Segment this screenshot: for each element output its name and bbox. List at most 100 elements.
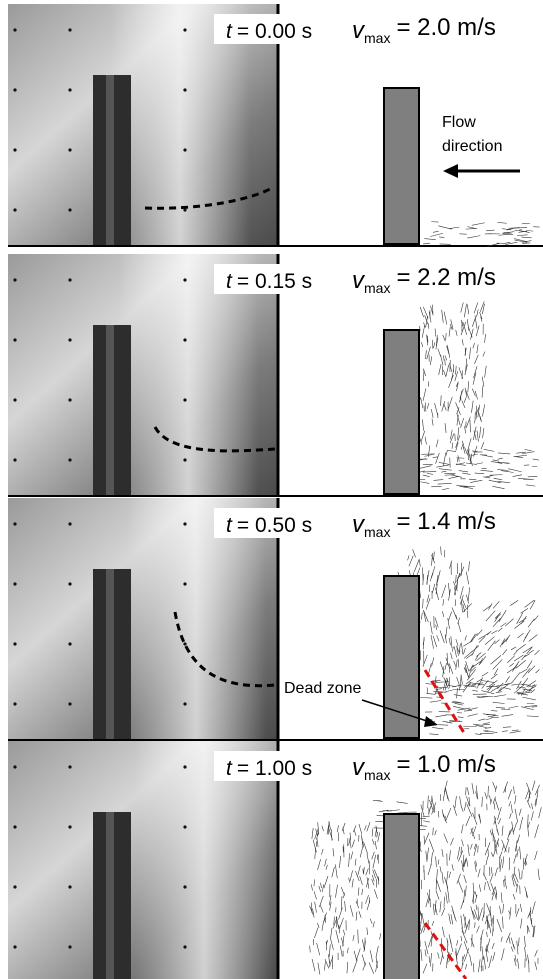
photo-dot bbox=[68, 885, 71, 888]
velocity-vector bbox=[423, 821, 430, 822]
velocity-vector bbox=[482, 377, 484, 387]
velocity-vector bbox=[498, 453, 510, 454]
velocity-vector bbox=[531, 689, 535, 693]
velocity-vector bbox=[488, 786, 489, 797]
vmax-sub: max bbox=[364, 524, 390, 540]
velocity-vector bbox=[467, 304, 469, 314]
velocity-vector bbox=[494, 669, 498, 676]
velocity-vector bbox=[422, 913, 425, 927]
velocity-vector bbox=[532, 803, 533, 809]
velocity-vector bbox=[355, 859, 356, 866]
velocity-vector bbox=[478, 719, 484, 721]
velocity-vector bbox=[493, 797, 495, 804]
velocity-vector bbox=[356, 912, 357, 921]
photo-dot bbox=[68, 278, 71, 281]
velocity-vector bbox=[499, 610, 506, 622]
velocity-vector bbox=[475, 391, 477, 399]
velocity-vector bbox=[533, 459, 539, 460]
velocity-vector bbox=[467, 319, 469, 330]
velocity-vector bbox=[335, 864, 337, 878]
velocity-vector bbox=[449, 476, 459, 478]
velocity-vector bbox=[532, 781, 535, 791]
velocity-vector bbox=[433, 342, 434, 348]
velocity-vector bbox=[331, 928, 332, 938]
velocity-vector bbox=[454, 646, 456, 657]
velocity-vector bbox=[462, 962, 463, 969]
velocity-vector bbox=[514, 621, 524, 629]
velocity-vector bbox=[319, 896, 323, 907]
velocity-vector bbox=[464, 948, 468, 961]
velocity-vector bbox=[490, 795, 491, 802]
velocity-vector bbox=[463, 648, 465, 655]
velocity-vector bbox=[462, 930, 467, 943]
velocity-vector bbox=[356, 949, 360, 961]
velocity-vector bbox=[373, 921, 374, 927]
velocity-vector bbox=[427, 473, 433, 474]
velocity-vector bbox=[448, 893, 449, 903]
velocity-vector bbox=[529, 635, 538, 642]
velocity-vector bbox=[429, 956, 430, 962]
velocity-vector bbox=[494, 803, 495, 810]
photo-dot bbox=[68, 338, 71, 341]
velocity-vector bbox=[426, 598, 430, 609]
photo-dot bbox=[183, 338, 186, 341]
velocity-vector bbox=[528, 822, 529, 828]
velocity-vector bbox=[340, 918, 344, 928]
velocity-vector bbox=[482, 797, 483, 807]
velocity-vector bbox=[498, 818, 500, 824]
photo-dot bbox=[183, 945, 186, 948]
velocity-vector bbox=[438, 860, 439, 865]
velocity-vector bbox=[536, 669, 540, 673]
velocity-vector bbox=[322, 921, 324, 931]
velocity-vector bbox=[468, 587, 470, 601]
velocity-vector bbox=[466, 858, 468, 867]
velocity-vector bbox=[423, 610, 428, 622]
velocity-vector bbox=[427, 687, 428, 694]
velocity-vector bbox=[443, 370, 445, 377]
velocity-vector bbox=[343, 930, 344, 936]
velocity-vector bbox=[482, 455, 493, 457]
velocity-vector bbox=[483, 605, 491, 611]
velocity-vector bbox=[432, 727, 443, 729]
velocity-vector bbox=[457, 944, 462, 957]
velocity-vector bbox=[485, 719, 491, 720]
velocity-vector bbox=[514, 655, 523, 661]
velocity-vector bbox=[473, 724, 483, 725]
photo-dot bbox=[13, 278, 16, 281]
velocity-vector bbox=[491, 883, 495, 893]
velocity-vector bbox=[335, 885, 337, 898]
velocity-vector bbox=[483, 723, 490, 724]
velocity-vector bbox=[434, 808, 435, 813]
velocity-vector bbox=[525, 630, 530, 638]
time-label: t= 0.50 s bbox=[226, 514, 312, 537]
velocity-vector bbox=[449, 638, 450, 645]
velocity-vector bbox=[445, 423, 446, 433]
vmax-text: = 1.0 m/s bbox=[396, 751, 495, 778]
velocity-vector bbox=[461, 303, 464, 313]
velocity-vector bbox=[511, 947, 513, 952]
velocity-vector bbox=[524, 947, 526, 961]
velocity-vector bbox=[439, 469, 452, 471]
photo-dot bbox=[183, 278, 186, 281]
velocity-vector bbox=[440, 866, 441, 872]
photo-dot bbox=[183, 522, 186, 525]
velocity-vector bbox=[509, 813, 511, 818]
velocity-vector bbox=[462, 473, 470, 474]
velocity-vector bbox=[522, 697, 535, 700]
velocity-vector bbox=[365, 895, 368, 904]
velocity-vector bbox=[442, 849, 443, 857]
vmax-text: = 2.0 m/s bbox=[396, 14, 495, 41]
time-label: t= 1.00 s bbox=[226, 757, 312, 780]
photo-dot bbox=[68, 522, 71, 525]
velocity-vector bbox=[534, 616, 539, 621]
velocity-vector bbox=[503, 649, 507, 655]
velocity-vector bbox=[452, 906, 456, 919]
velocity-vector bbox=[513, 822, 516, 832]
velocity-vector bbox=[493, 618, 500, 626]
velocity-vector bbox=[462, 339, 463, 345]
velocity-vector bbox=[448, 685, 456, 686]
velocity-vector bbox=[461, 643, 462, 655]
velocity-vector bbox=[442, 908, 445, 916]
panel: t= 0.50 svmax= 1.4 m/s bbox=[8, 498, 543, 740]
velocity-vector bbox=[446, 808, 451, 820]
